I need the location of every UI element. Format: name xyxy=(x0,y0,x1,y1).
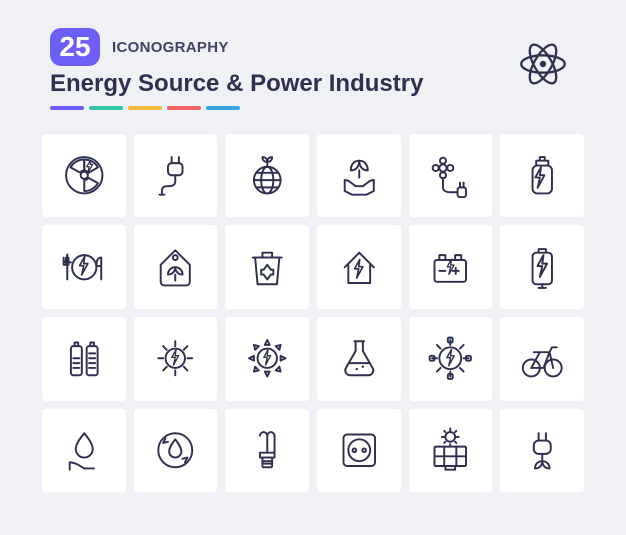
atom-icon xyxy=(514,35,572,98)
badge-label: ICONOGRAPHY xyxy=(112,39,229,56)
energy-meal-icon xyxy=(42,225,126,309)
header: 25 ICONOGRAPHY Energy Source & Power Ind… xyxy=(0,0,626,124)
title-underline xyxy=(50,106,576,110)
water-cycle-icon xyxy=(134,409,218,493)
underline-segment xyxy=(128,106,162,110)
sun-power-icon xyxy=(225,317,309,401)
eco-plug-icon xyxy=(500,409,584,493)
badge-row: 25 ICONOGRAPHY xyxy=(50,28,576,66)
cfl-bulb-icon xyxy=(225,409,309,493)
bicycle-icon xyxy=(500,317,584,401)
eco-globe-icon xyxy=(225,134,309,218)
underline-segment xyxy=(89,106,123,110)
battery-charging-icon xyxy=(500,225,584,309)
power-house-icon xyxy=(317,225,401,309)
pack-title: Energy Source & Power Industry xyxy=(50,70,576,98)
icon-grid xyxy=(0,124,626,493)
gas-cylinder-icon xyxy=(500,134,584,218)
sun-bolt-icon xyxy=(134,317,218,401)
underline-segment xyxy=(50,106,84,110)
hand-drop-icon xyxy=(42,409,126,493)
hands-leaf-icon xyxy=(317,134,401,218)
chemistry-flask-icon xyxy=(317,317,401,401)
eco-tag-icon xyxy=(134,225,218,309)
car-battery-icon xyxy=(409,225,493,309)
battery-levels-icon xyxy=(42,317,126,401)
badge-number: 25 xyxy=(50,28,100,66)
power-gear-icon xyxy=(409,317,493,401)
recycle-bin-icon xyxy=(225,225,309,309)
solar-panel-icon xyxy=(409,409,493,493)
flower-plug-icon xyxy=(409,134,493,218)
radiation-hazard-icon xyxy=(42,134,126,218)
underline-segment xyxy=(167,106,201,110)
plug-cable-icon xyxy=(134,134,218,218)
underline-segment xyxy=(206,106,240,110)
socket-outlet-icon xyxy=(317,409,401,493)
